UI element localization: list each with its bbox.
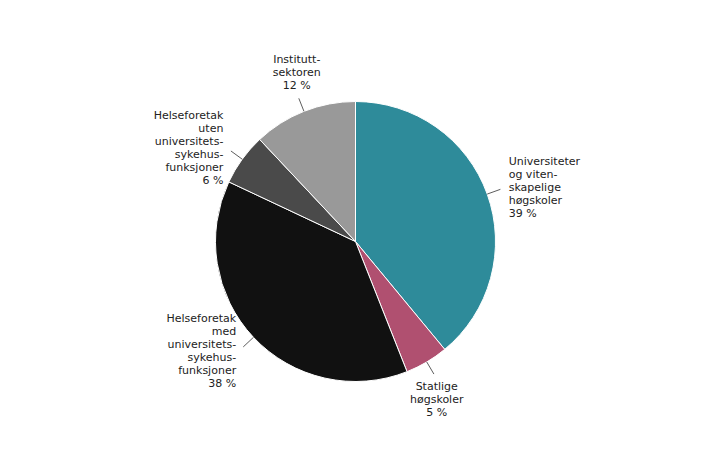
leader-line bbox=[243, 337, 253, 347]
slice-label-line: Universiteter bbox=[509, 155, 581, 168]
leader-line bbox=[427, 362, 434, 374]
slice-label-line: 12 % bbox=[283, 79, 311, 92]
slice-label-line: Helseforetak bbox=[154, 109, 224, 122]
slices bbox=[215, 102, 495, 382]
slice-label-line: høgskoler bbox=[509, 194, 563, 207]
slice-label-line: 38 % bbox=[208, 377, 236, 390]
slice-label-line: skapelige bbox=[509, 181, 561, 194]
slice-label-line: universitets- bbox=[167, 338, 236, 351]
slice-label-line: Helseforetak bbox=[166, 312, 236, 325]
slice-label: Helseforetakutenuniversitets-sykehus-fun… bbox=[154, 109, 224, 187]
leader-line bbox=[487, 189, 500, 194]
slice-label: Universiteterog viten-skapeligehøgskoler… bbox=[509, 155, 581, 220]
slice-label-line: Statlige bbox=[416, 380, 458, 393]
labels: Universiteterog viten-skapeligehøgskoler… bbox=[154, 53, 581, 419]
slice-label-line: uten bbox=[198, 122, 223, 135]
slice-label: Statligehøgskoler5 % bbox=[410, 380, 464, 419]
slice-label-line: høgskoler bbox=[410, 393, 464, 406]
slice-label: Institutt-sektoren12 % bbox=[273, 53, 321, 92]
slice-label-line: Institutt- bbox=[273, 53, 320, 66]
slice-label-line: 5 % bbox=[426, 406, 447, 419]
slice-label: Helseforetakmeduniversitets-sykehus-funk… bbox=[166, 312, 236, 390]
leader-line bbox=[231, 151, 242, 159]
slice-label-line: funksjoner bbox=[165, 161, 223, 174]
slice-label-line: sektoren bbox=[273, 66, 321, 79]
slice-label-line: universitets- bbox=[155, 135, 224, 148]
slice-label-line: med bbox=[212, 325, 236, 338]
slice-label-line: sykehus- bbox=[188, 351, 237, 364]
chart: Universiteterog viten-skapeligehøgskoler… bbox=[0, 0, 711, 475]
slice-label-line: og viten- bbox=[509, 168, 558, 181]
slice-label-line: sykehus- bbox=[175, 148, 224, 161]
pie: Universiteterog viten-skapeligehøgskoler… bbox=[154, 53, 581, 419]
leader-line bbox=[299, 98, 304, 111]
slice-label-line: funksjoner bbox=[178, 364, 236, 377]
slice-label-line: 39 % bbox=[509, 207, 537, 220]
slice-label-line: 6 % bbox=[202, 174, 223, 187]
pie-slice bbox=[260, 102, 356, 242]
